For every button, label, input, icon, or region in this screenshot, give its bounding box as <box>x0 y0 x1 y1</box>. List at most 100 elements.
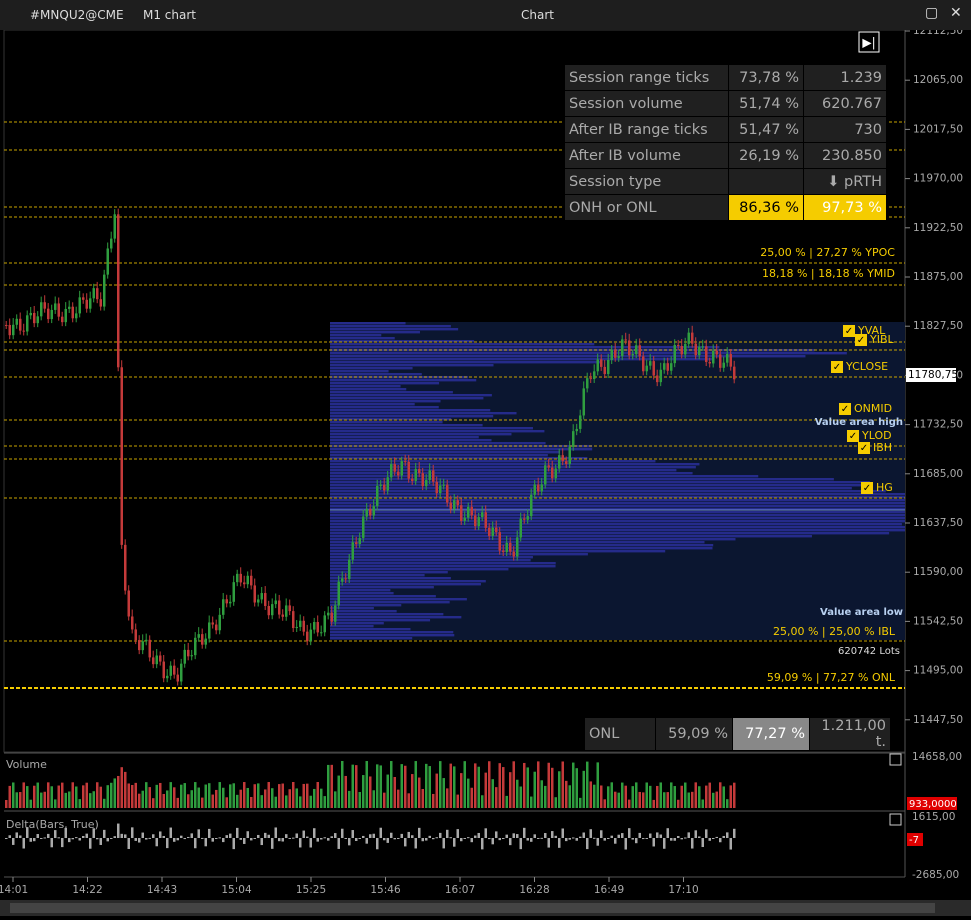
candle <box>404 461 407 463</box>
delta-bar <box>645 838 648 839</box>
candle <box>162 661 165 679</box>
candle <box>603 366 606 375</box>
profile-bar <box>330 397 484 400</box>
candle <box>670 363 673 371</box>
delta-bar <box>652 838 655 847</box>
delta-bar <box>418 827 421 838</box>
delta-bar <box>708 838 711 841</box>
pane-close[interactable] <box>889 813 902 826</box>
profile-bar <box>330 385 401 388</box>
delta-bar <box>92 828 95 838</box>
candle <box>628 340 631 356</box>
candle <box>309 629 312 642</box>
profile-bar <box>330 430 545 433</box>
volume-bar <box>439 761 442 808</box>
volume-bar <box>57 785 60 808</box>
volume-bar <box>36 782 39 808</box>
delta-bar <box>390 832 393 838</box>
volume-bar <box>708 782 711 808</box>
candle <box>414 468 417 481</box>
delta-bar <box>393 838 396 840</box>
profile-bar <box>330 403 415 406</box>
candle <box>12 324 15 336</box>
profile-bar <box>330 466 696 469</box>
volume-bar <box>684 782 687 808</box>
delta-bar <box>603 838 606 841</box>
candle <box>561 455 564 462</box>
candle <box>624 339 627 341</box>
volume-bar <box>649 785 652 808</box>
candle <box>243 582 246 585</box>
delta-bar <box>323 837 326 839</box>
level-label: YVAL <box>857 324 886 337</box>
delta-title: Delta(Bars, True) <box>6 818 99 831</box>
candle <box>519 518 522 538</box>
volume-bar <box>572 762 575 808</box>
check: ✓ <box>845 326 853 337</box>
delta-bar <box>698 836 701 838</box>
profile-bar <box>330 604 402 607</box>
go-end-button <box>858 31 880 53</box>
volume-bar <box>509 772 512 808</box>
volume-bar <box>638 791 641 808</box>
volume-bar <box>442 778 445 808</box>
candle <box>467 506 470 518</box>
candle <box>505 542 508 553</box>
volume-bar <box>250 796 253 808</box>
candle <box>222 599 225 615</box>
candle <box>334 605 337 622</box>
volume-bar <box>533 771 536 808</box>
delta-bar <box>446 829 449 838</box>
time-label: 16:49 <box>594 884 624 896</box>
stats-cell: 730 <box>803 116 887 143</box>
volume-bar <box>134 782 137 808</box>
profile-bar <box>330 598 467 601</box>
delta-bar <box>705 829 708 838</box>
candle <box>40 302 43 317</box>
volume-bar <box>208 783 211 808</box>
candle <box>663 363 666 370</box>
symbol[interactable]: #MNQU2@CME <box>30 8 124 22</box>
delta-bar <box>148 837 151 839</box>
maximize[interactable]: ▢ <box>925 5 939 21</box>
candle <box>715 350 718 355</box>
profile-bar <box>330 355 806 358</box>
delta-bar <box>288 838 291 839</box>
profile-bar <box>330 415 494 418</box>
close[interactable]: ✕ <box>950 5 962 21</box>
candle <box>246 575 249 585</box>
delta-bar <box>75 837 78 839</box>
volume-bar <box>243 782 246 808</box>
delta-bar <box>320 838 323 840</box>
profile-bar <box>330 412 517 415</box>
volume-bar <box>393 776 396 808</box>
volume-bar <box>5 800 8 808</box>
candle <box>733 366 736 380</box>
candle <box>544 465 547 485</box>
timeframe[interactable]: M1 chart <box>143 8 196 22</box>
candle <box>127 590 130 617</box>
delta-bar <box>526 838 529 841</box>
profile-bar <box>330 517 905 520</box>
profile-bar <box>330 592 394 595</box>
candle <box>50 309 53 320</box>
candle <box>621 339 624 357</box>
stats-cell: 97,73 % <box>803 194 887 221</box>
delta-bar <box>642 838 645 840</box>
volume-bar <box>138 793 141 808</box>
delta-bar <box>169 827 172 838</box>
candle <box>134 629 137 641</box>
check: ✓ <box>841 404 849 415</box>
profile-bar <box>330 391 453 394</box>
candle <box>726 354 729 363</box>
candle <box>425 480 428 487</box>
delta-bar <box>257 834 260 838</box>
volume-bar <box>670 782 673 808</box>
candle <box>645 365 648 372</box>
delta-bar <box>22 838 25 849</box>
volume-bar <box>362 775 365 808</box>
volume-current: 933,0000 <box>909 799 957 810</box>
delta-bar <box>250 838 253 841</box>
time-label: 16:07 <box>445 884 475 896</box>
pane-close[interactable] <box>889 753 902 766</box>
